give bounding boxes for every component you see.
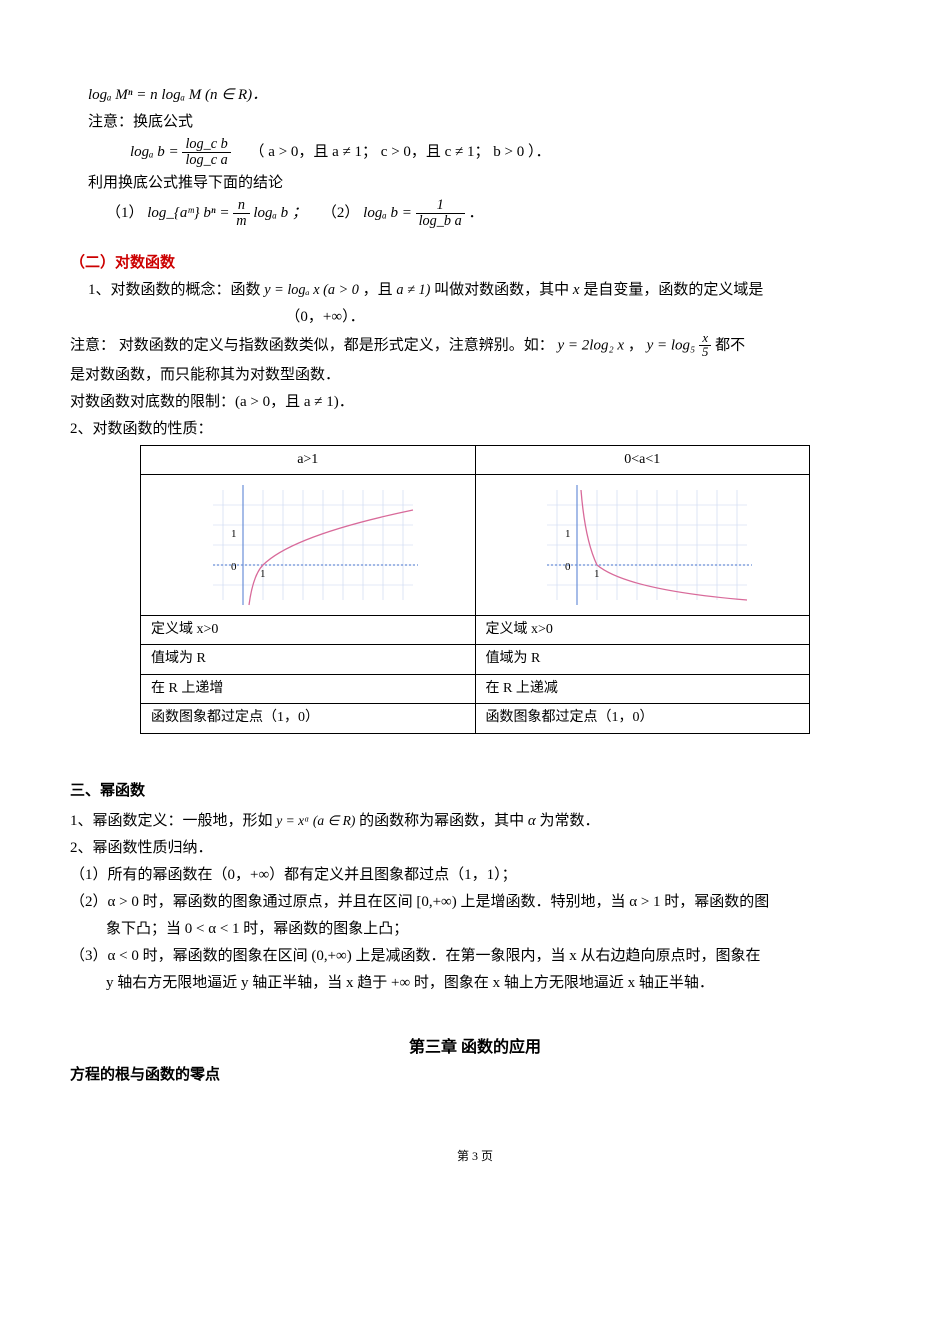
log1-formula: y = logₐ x (a > 0 (264, 282, 359, 298)
graph-increasing: 1 0 1 (141, 475, 475, 615)
chapter-3-title: 第三章 函数的应用 (70, 1035, 880, 1061)
svg-text:1: 1 (260, 568, 266, 580)
log1d: 是自变量，函数的定义域是 (583, 282, 763, 298)
note2a: 注意： 对数函数的定义与指数函数类似，都是形式定义，注意辨别。如： (70, 337, 554, 353)
r2c2: 值域为 R (475, 645, 810, 674)
d2-num: 1 (416, 198, 465, 214)
r3c1: 在 R 上递增 (141, 674, 476, 703)
pow-p2b: 象下凸；当 0 < α < 1 时，幂函数的图象上凸； (106, 917, 880, 941)
r1c1: 定义域 x>0 (141, 615, 476, 644)
d1-left: log_{aᵐ} bⁿ = (147, 205, 229, 221)
roots-title: 方程的根与函数的零点 (70, 1063, 880, 1087)
svg-text:1: 1 (565, 528, 571, 540)
change-left: logₐ b = (130, 144, 179, 160)
section-2-title: （二）对数函数 (70, 251, 880, 275)
note2-frac: x 5 (699, 332, 711, 360)
section-3-title: 三、幂函数 (70, 779, 880, 803)
pow1-alpha: α (528, 813, 536, 829)
page-footer: 第 3 页 (70, 1147, 880, 1166)
log-property-table: a>1 0<a<1 (140, 445, 810, 734)
d2-end: ． (469, 205, 484, 221)
pow1c: 为常数． (540, 813, 600, 829)
note2b: 都不 (715, 337, 745, 353)
pow-p3b: y 轴右方无限地逼近 y 轴正半轴，当 x 趋于 +∞ 时，图象在 x 轴上方无… (106, 971, 880, 995)
pow-def: 1、幂函数定义：一般地，形如 y = xᵅ (a ∈ R) 的函数称为幂函数，其… (70, 809, 880, 833)
pow1a: 1、幂函数定义：一般地，形如 (70, 813, 276, 829)
d2-den: log_b a (416, 214, 465, 229)
graph-cell-1: 1 0 1 (141, 474, 476, 615)
d1-den: m (233, 214, 249, 229)
r4c2: 函数图象都过定点（1，0） (475, 704, 810, 733)
graph-cell-2: 1 0 1 (475, 474, 810, 615)
svg-text:0: 0 (565, 561, 571, 573)
pow-p3a: （3）α < 0 时，幂函数的图象在区间 (0,+∞) 上是减函数．在第一象限内… (70, 944, 880, 968)
log1c: 叫做对数函数，其中 (434, 282, 573, 298)
note-line3: 对数函数对底数的限制：(a > 0，且 a ≠ 1)． (70, 390, 880, 414)
log1-cond: a ≠ 1) (396, 282, 430, 298)
note-change-base: 注意：换底公式 (88, 110, 880, 134)
derive-intro: 利用换底公式推导下面的结论 (88, 171, 880, 195)
change-base-formula: logₐ b = log_c b log_c a （ a > 0，且 a ≠ 1… (130, 137, 880, 168)
d1-frac: n m (233, 198, 249, 229)
pow1b: 的函数称为幂函数，其中 (359, 813, 528, 829)
graph-decreasing: 1 0 1 (476, 475, 810, 615)
r4c1: 函数图象都过定点（1，0） (141, 704, 476, 733)
d2-left: logₐ b = (363, 205, 412, 221)
log-def-line1: 1、对数函数的概念：函数 y = logₐ x (a > 0 ，且 a ≠ 1)… (88, 278, 880, 302)
log-domain: （0，+∞）． (70, 305, 880, 329)
derive-line: （1） log_{aᵐ} bⁿ = n m logₐ b ； （2） logₐ … (106, 198, 880, 229)
log1-var: x (573, 282, 580, 298)
change-frac: log_c b log_c a (182, 137, 230, 168)
r3c2: 在 R 上递减 (475, 674, 810, 703)
r1c2: 定义域 x>0 (475, 615, 810, 644)
d2-label: （2） (322, 205, 360, 221)
pow1-formula: y = xᵅ (a ∈ R) (276, 813, 355, 828)
d1-num: n (233, 198, 249, 214)
d1-label: （1） (106, 205, 144, 221)
d2-frac: 1 log_b a (416, 198, 465, 229)
th-a-gt-1: a>1 (141, 445, 476, 474)
change-cond: （ a > 0，且 a ≠ 1； c > 0，且 c ≠ 1； b > 0 ）． (250, 144, 551, 160)
top-formula: logₐ Mⁿ = n logₐ M (n ∈ R)． (88, 83, 880, 107)
d1-right: logₐ b ； (253, 205, 307, 221)
frac-num: log_c b (182, 137, 230, 153)
note2-comma: ， (628, 337, 643, 353)
th-a-lt-1: 0<a<1 (475, 445, 810, 474)
pow-p1: （1）所有的幂函数在（0，+∞）都有定义并且图象都过点（1，1）； (70, 863, 880, 887)
note2-den: 5 (699, 346, 711, 359)
log1a: 1、对数函数的概念：函数 (88, 282, 264, 298)
note2-f1: y = 2log₂ x (558, 337, 625, 353)
svg-text:1: 1 (594, 568, 600, 580)
log-prop-intro: 2、对数函数的性质： (70, 417, 880, 441)
frac-den: log_c a (182, 153, 230, 168)
note-line2: 是对数函数，而只能称其为对数型函数． (70, 363, 880, 387)
r2c1: 值域为 R (141, 645, 476, 674)
note-line1: 注意： 对数函数的定义与指数函数类似，都是形式定义，注意辨别。如： y = 2l… (70, 332, 880, 360)
note2-num: x (699, 332, 711, 346)
svg-text:1: 1 (231, 528, 237, 540)
pow-p2a: （2）α > 0 时，幂函数的图象通过原点，并且在区间 [0,+∞) 上是增函数… (70, 890, 880, 914)
log1b: ，且 (363, 282, 397, 298)
pow-prop-intro: 2、幂函数性质归纳． (70, 836, 880, 860)
note2-f2: y = log₅ (647, 337, 699, 353)
svg-text:0: 0 (231, 561, 237, 573)
